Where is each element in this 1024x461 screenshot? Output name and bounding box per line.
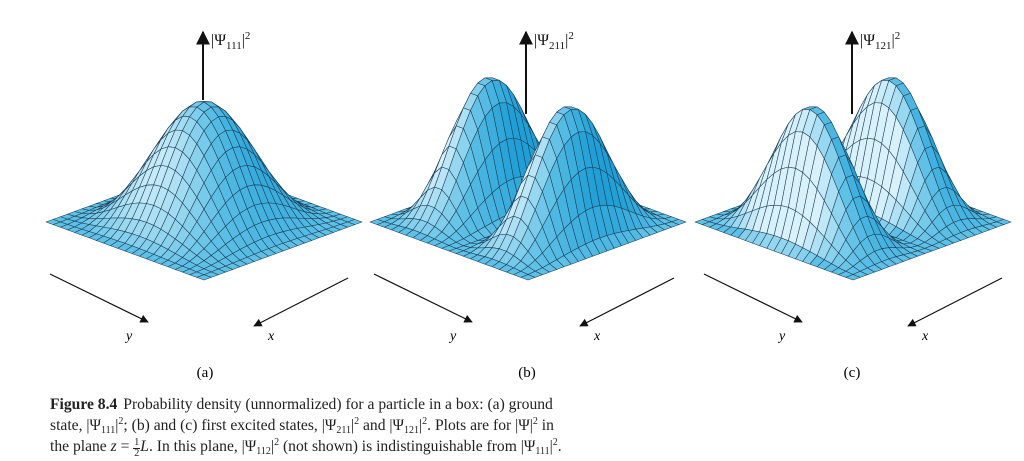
surface-c [694, 77, 1012, 281]
x-axis-label-a: x [267, 329, 275, 344]
axis-label-a: |Ψ111|2 [211, 30, 250, 52]
y-axis-label-a: y [124, 329, 133, 344]
caption-line-3: the plane z = 1 2 L. In this plane, |Ψ112|… [50, 437, 562, 459]
figure-label: Figure 8.4 [50, 396, 118, 413]
caption-line-2: state, |Ψ111|2; (b) and (c) first excite… [50, 416, 554, 436]
axis-label-c: |Ψ121|2 [860, 30, 900, 52]
panel-c: |Ψ121|2 y x (c) [694, 30, 1012, 381]
figure-caption: Figure 8.4 Probability density (unnormali… [50, 394, 730, 459]
surface-cell [196, 274, 212, 281]
y-axis-label-b: y [448, 329, 457, 344]
surface-a [45, 101, 363, 281]
panel-b: |Ψ211|2 y x (b) [369, 30, 687, 381]
y-axis-arrow-a [49, 273, 149, 323]
y-axis-arrow-b [373, 273, 473, 323]
x-axis-arrow-c [907, 277, 1003, 327]
panel-label-c: (c) [844, 365, 861, 381]
surface-plots: |Ψ111|2 y x (a) |Ψ211|2 y x (b) |Ψ121|2 … [45, 30, 1012, 381]
panel-label-a: (a) [197, 365, 214, 381]
y-axis-arrow-c [703, 273, 803, 323]
x-axis-label-b: x [593, 329, 601, 344]
panel-label-b: (b) [518, 365, 536, 381]
panel-a: |Ψ111|2 y x (a) [45, 30, 363, 381]
x-axis-arrow-a [253, 277, 349, 327]
surface-cell [845, 274, 861, 281]
x-axis-arrow-b [579, 277, 675, 327]
x-axis-label-c: x [921, 329, 929, 344]
surface-b [369, 77, 687, 281]
y-axis-label-c: y [777, 329, 786, 344]
axis-label-b: |Ψ211|2 [534, 30, 574, 52]
caption-line-1: Figure 8.4 Probability density (unnormali… [50, 396, 553, 413]
surface-cell [520, 274, 536, 281]
figure-8-4: |Ψ111|2 y x (a) |Ψ211|2 y x (b) |Ψ121|2 … [45, 30, 1012, 381]
